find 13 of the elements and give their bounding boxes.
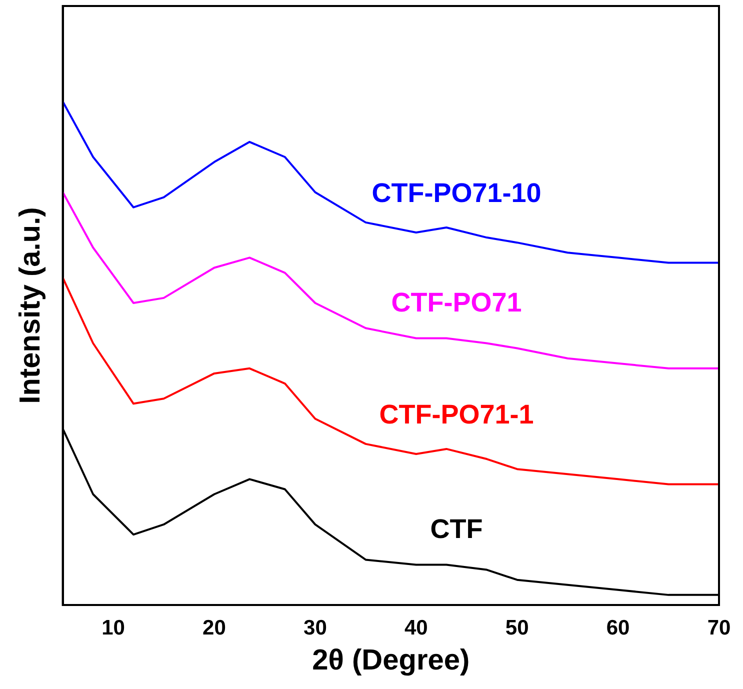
series-label: CTF-PO71	[391, 287, 522, 318]
x-tick-label: 50	[505, 616, 529, 640]
x-tick-label: 30	[304, 616, 327, 640]
series-label: CTF-PO71-10	[372, 178, 542, 208]
series-label: CTF-PO71-1	[379, 399, 534, 430]
x-tick-label: 20	[202, 616, 226, 640]
y-axis-title: Intensity (a.u.)	[14, 207, 46, 404]
x-tick-label: 10	[102, 616, 125, 640]
x-tick-label: 40	[404, 616, 428, 640]
x-tick-label: 70	[707, 616, 731, 640]
x-tick-label: 60	[606, 616, 630, 640]
series-label: CTF	[430, 514, 483, 544]
x-axis-title: 2θ (Degree)	[312, 644, 470, 677]
